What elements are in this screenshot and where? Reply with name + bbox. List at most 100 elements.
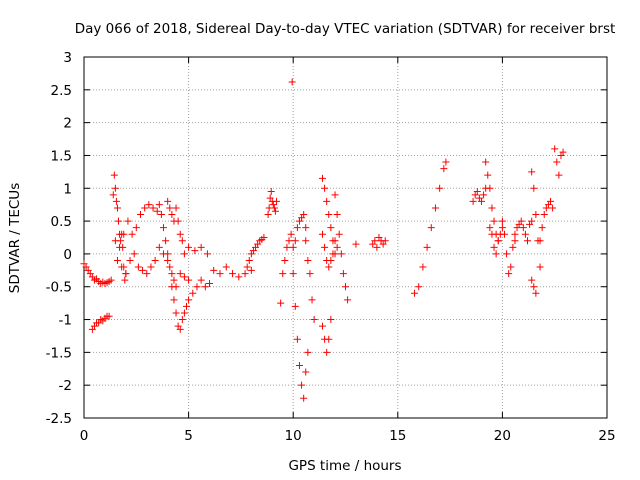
data-point: [553, 158, 561, 166]
y-tick-label: 3: [63, 50, 72, 66]
data-point: [260, 234, 268, 241]
data-point: [536, 237, 544, 245]
data-point: [155, 201, 163, 209]
data-point: [270, 204, 278, 212]
data-point: [291, 302, 299, 310]
series-seg-1.6h-4.0h-low: [113, 243, 172, 278]
data-point: [109, 191, 117, 199]
data-point: [371, 237, 379, 245]
data-point: [293, 335, 301, 343]
data-point: [318, 230, 326, 238]
data-point: [193, 283, 201, 291]
data-point: [159, 224, 167, 232]
x-axis-label: GPS time / hours: [288, 458, 401, 474]
data-point: [482, 158, 490, 166]
data-point: [500, 230, 508, 238]
series-seg-11.4h-12.0h-low: [318, 316, 335, 356]
data-point: [264, 211, 272, 219]
data-point: [536, 263, 544, 271]
data-point: [298, 381, 306, 389]
data-point: [206, 279, 214, 287]
data-point: [113, 256, 121, 264]
data-point: [507, 263, 515, 271]
x-tick-label: 0: [80, 428, 89, 444]
data-point: [295, 361, 303, 369]
data-point: [134, 263, 142, 271]
data-point: [505, 270, 513, 278]
data-point: [189, 289, 197, 297]
series-seg-18.6h-19.2h: [469, 184, 490, 205]
data-point: [168, 283, 176, 291]
data-point: [116, 243, 124, 251]
data-point: [436, 184, 444, 192]
series-seg-21.4h-21.8h: [528, 168, 544, 271]
data-point: [440, 165, 448, 173]
data-point: [530, 283, 538, 291]
y-tick-label: -1: [59, 313, 72, 329]
data-point: [151, 256, 159, 264]
data-point: [149, 204, 157, 212]
data-point: [325, 335, 333, 343]
series-seg-20.0h-20.6h: [498, 217, 519, 278]
series-seg-13.8h-14.4h: [369, 234, 389, 251]
data-point: [180, 273, 188, 281]
grid-lines: [84, 57, 607, 418]
data-point: [352, 240, 360, 248]
data-point: [147, 263, 155, 271]
data-point: [176, 230, 184, 238]
series-seg-3.6h-4.4h: [155, 201, 180, 291]
y-tick-label: -2.5: [46, 411, 72, 427]
data-point: [113, 204, 121, 212]
data-point: [511, 237, 519, 245]
data-point: [210, 266, 218, 274]
y-tick-label: 2: [63, 116, 72, 132]
data-point: [178, 316, 186, 324]
data-point: [524, 237, 532, 245]
data-point: [197, 243, 205, 251]
data-point: [180, 309, 188, 317]
data-point: [281, 256, 289, 264]
data-point: [115, 217, 123, 225]
data-point: [551, 145, 559, 153]
chart-title: Day 066 of 2018, Sidereal Day-to-day VTE…: [75, 21, 616, 37]
data-point: [335, 230, 343, 238]
data-point: [484, 171, 492, 179]
data-point: [419, 263, 427, 271]
data-point: [235, 273, 243, 281]
data-point: [498, 224, 506, 232]
data-point: [302, 224, 310, 232]
data-point: [128, 230, 136, 238]
data-point: [318, 174, 326, 182]
series-point-13h: [352, 240, 360, 248]
data-point: [157, 211, 165, 219]
series-seg-4.6h-6.0h: [176, 270, 214, 297]
y-axis-label: SDTVAR / TECUs: [7, 183, 23, 293]
data-point: [185, 276, 193, 284]
data-point: [559, 148, 567, 156]
data-point: [373, 243, 381, 251]
data-point: [431, 204, 439, 212]
series-seg-0.4h-1.2h-low: [88, 312, 113, 333]
data-point: [381, 237, 389, 245]
series-seg-20.6h-21.4h: [511, 217, 536, 245]
data-point: [511, 230, 519, 238]
data-point: [411, 289, 419, 297]
data-point: [172, 204, 180, 212]
data-point: [415, 283, 423, 291]
series-seg-21.4h-21.6h-low: [528, 276, 540, 297]
data-point: [145, 201, 153, 209]
data-point: [139, 266, 147, 274]
data-point: [164, 256, 172, 264]
series-seg-19.4h-20.0h-low: [486, 224, 506, 258]
y-tick-label: 0.5: [51, 214, 72, 230]
data-point: [271, 207, 279, 215]
data-point: [176, 270, 184, 278]
data-point: [480, 191, 488, 199]
data-point: [325, 263, 333, 271]
data-point: [519, 224, 527, 232]
data-point: [143, 270, 151, 278]
series-seg-11.4h-12.0h-mid: [318, 230, 341, 271]
series-seg-0h-1.3h: [80, 260, 115, 287]
data-point: [540, 211, 548, 219]
data-point: [427, 224, 435, 232]
